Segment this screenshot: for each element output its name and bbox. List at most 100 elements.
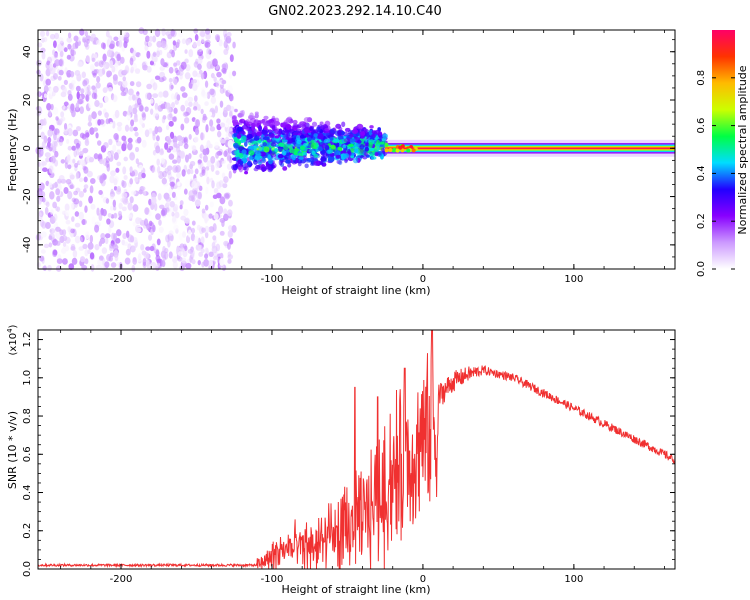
- spectrogram-cell: [173, 166, 180, 173]
- spectrogram-cell: [342, 144, 347, 149]
- spectrogram-cell: [161, 260, 166, 268]
- spectrogram-cell: [229, 93, 234, 102]
- spectrogram-cell: [66, 37, 73, 43]
- spectrogram-cell: [101, 247, 108, 254]
- spectrogram-cell: [130, 190, 137, 196]
- spectrogram-cell: [48, 242, 53, 248]
- spectrogram-cell: [203, 213, 210, 222]
- spectrogram-cell: [198, 185, 203, 192]
- spectrogram-cell: [98, 255, 104, 261]
- spectrogram-cell: [104, 261, 110, 268]
- spectrogram-cell: [78, 246, 84, 251]
- spectrogram-cell: [232, 70, 237, 77]
- spectrogram-cell: [128, 95, 133, 101]
- spectrogram-cell: [224, 33, 228, 42]
- spectrogram-cell: [142, 64, 149, 71]
- spectrogram-cell: [347, 130, 353, 135]
- spectrogram-cell: [112, 103, 117, 110]
- spectrogram-cell: [139, 117, 144, 126]
- spectrogram-cell: [39, 182, 45, 191]
- spectrogram-cell: [67, 127, 73, 137]
- spectrogram-cell: [155, 213, 161, 220]
- spectrogram-cell: [255, 152, 262, 157]
- spectrogram-cell: [104, 95, 110, 103]
- spectrogram-cell: [219, 258, 225, 266]
- spectrogram-cell: [107, 212, 112, 218]
- spectrogram-cell: [313, 154, 319, 158]
- spectrogram-cell: [73, 35, 79, 42]
- spectrogram-cell: [50, 209, 54, 215]
- spectrogram-cell: [135, 227, 142, 233]
- spectrogram-cell: [92, 127, 99, 132]
- spectrogram-cell: [329, 137, 334, 141]
- spectrogram-cell: [160, 157, 165, 164]
- spectrogram-cell: [240, 135, 247, 143]
- spectrogram-cell: [56, 195, 61, 202]
- spectrogram-cell: [160, 250, 166, 259]
- spectrogram-cell: [227, 225, 233, 231]
- spectrogram-cell: [145, 147, 150, 157]
- x-tick-label: -200: [110, 574, 133, 585]
- spectrogram-cell: [134, 176, 139, 183]
- spectrogram-cell: [191, 180, 197, 189]
- spectrogram-cell: [213, 187, 219, 194]
- spectrogram-cell: [195, 119, 200, 128]
- spectrogram-cell: [73, 149, 78, 158]
- spectrogram-cell: [278, 159, 283, 166]
- spectrogram-cell: [36, 59, 42, 67]
- spectrogram-cell: [155, 135, 160, 142]
- y-tick-label: 0.4: [22, 485, 33, 501]
- spectrogram-cell: [154, 75, 161, 81]
- spectrogram-cell: [219, 87, 225, 94]
- spectrogram-cell: [245, 127, 252, 131]
- spectrogram-cell: [193, 28, 199, 34]
- spectrogram-cell: [187, 38, 192, 45]
- spectrogram-cell: [160, 58, 165, 66]
- spectrogram-cell: [38, 198, 42, 205]
- spectrogram-cell: [239, 152, 244, 158]
- spectrogram-cell: [124, 31, 129, 38]
- spectrogram-cell: [172, 159, 178, 164]
- spectrogram-cell: [296, 128, 302, 134]
- spectrogram-cell: [45, 180, 50, 187]
- spectrogram-cell: [262, 136, 270, 141]
- spectrogram-cell: [172, 40, 177, 46]
- spectrogram-cell: [121, 180, 127, 189]
- spectrogram-cell: [49, 215, 56, 224]
- spectrogram-cell: [126, 110, 131, 116]
- spectrogram-cell: [131, 62, 137, 71]
- spectrogram-cell: [113, 175, 119, 183]
- spectrogram-cell: [180, 123, 185, 131]
- snr-series-line: [37, 329, 676, 570]
- spectrogram-cell: [45, 201, 50, 207]
- spectrogram-cell: [88, 156, 95, 163]
- spectrogram-cell: [170, 84, 174, 90]
- spectrogram-cell: [63, 47, 68, 53]
- spectrogram-cell: [297, 161, 302, 167]
- spectrogram-cell: [168, 120, 174, 127]
- spectrogram-cell: [190, 233, 196, 242]
- y-tick-label: 0.0: [22, 561, 33, 577]
- spectrogram-cell: [115, 167, 120, 173]
- spectrogram-cell: [277, 154, 284, 159]
- spectrogram-cell: [263, 125, 268, 131]
- spectrogram-cell: [69, 174, 75, 180]
- spectrogram-cell: [239, 119, 243, 125]
- spectrogram-cell: [139, 186, 145, 195]
- spectrogram-cell: [299, 145, 306, 151]
- spectrogram-cell: [226, 163, 233, 170]
- spectrogram-cell: [67, 191, 73, 200]
- spectrogram-cell: [227, 230, 233, 238]
- x-tick-label: -100: [261, 274, 284, 285]
- spectrogram-cell: [156, 41, 162, 49]
- spectrogram-cell: [171, 191, 176, 198]
- spectrogram-cell: [141, 111, 146, 118]
- spectrogram-cell: [43, 85, 49, 94]
- spectrogram-cell: [204, 225, 210, 234]
- spectrogram-cell: [141, 139, 147, 148]
- spectrogram-cell: [85, 95, 89, 101]
- spectrogram-cell: [304, 163, 309, 169]
- spectrogram-cell: [179, 73, 183, 80]
- spectrogram-cell: [194, 199, 201, 207]
- spectrogram-cell: [370, 156, 377, 160]
